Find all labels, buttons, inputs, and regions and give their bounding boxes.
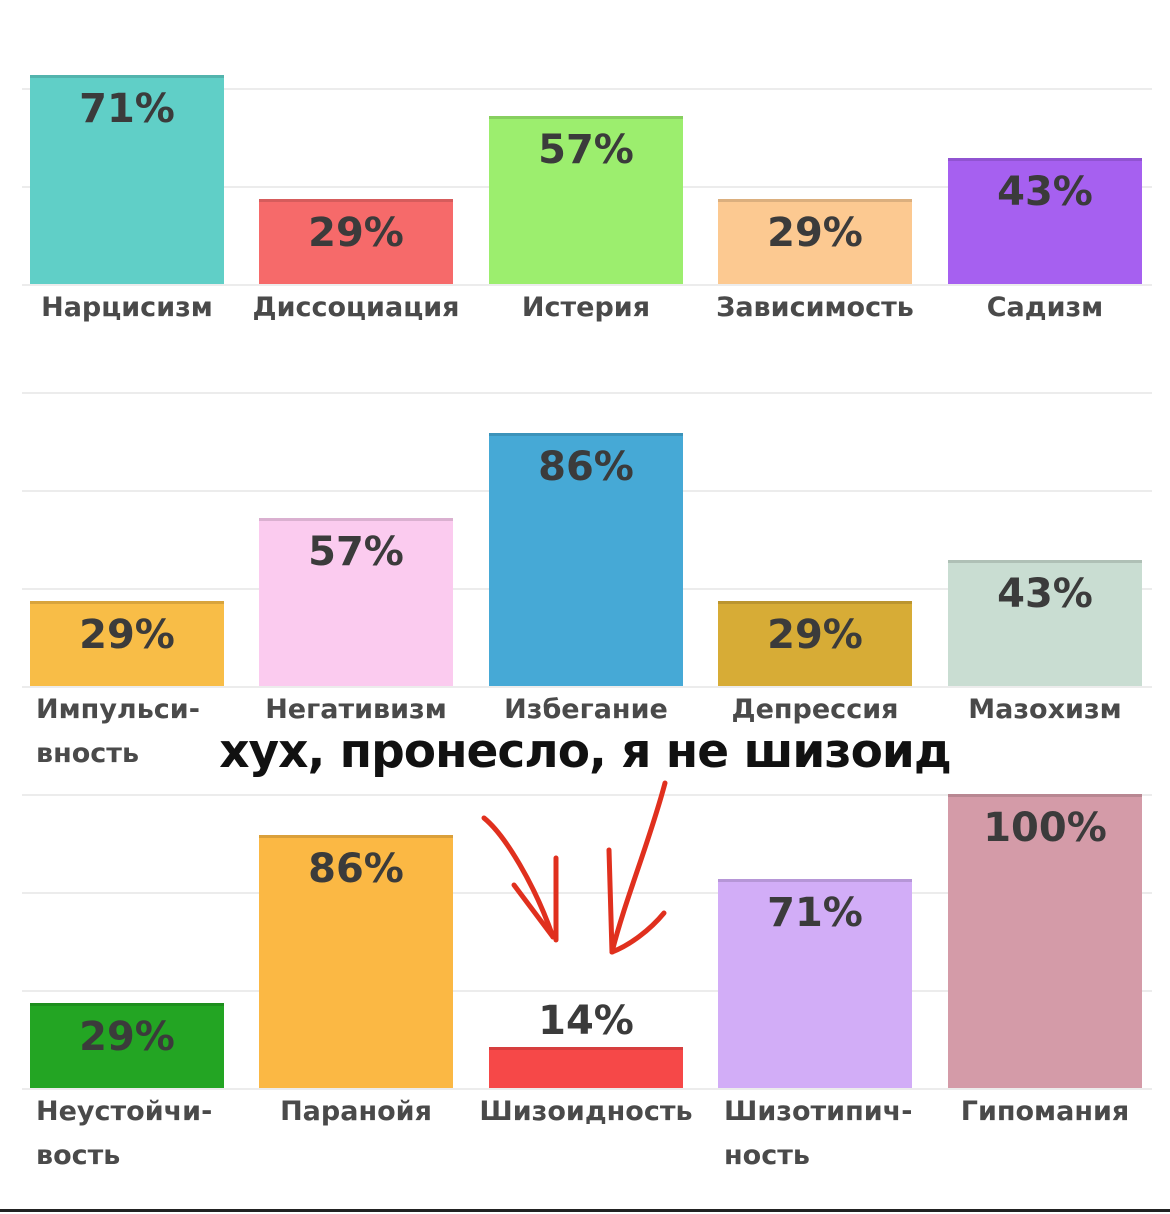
overlay-caption: хух, пронесло, я не шизоид xyxy=(219,724,952,779)
category-label: Избегание xyxy=(504,694,668,725)
bar-value-label: 29% xyxy=(79,1014,175,1060)
bottom-divider xyxy=(0,1209,1170,1212)
category-label: Шизотипич- ность xyxy=(724,1096,913,1171)
bar xyxy=(30,1003,224,1088)
category-label: Депрессия xyxy=(731,694,899,725)
bar xyxy=(948,560,1142,686)
category-label: Импульси- вность xyxy=(36,694,200,769)
category-label: Паранойя xyxy=(280,1096,432,1127)
bar-value-label: 29% xyxy=(308,210,404,256)
gridline xyxy=(22,686,1152,688)
bar-value-label: 29% xyxy=(79,612,175,658)
bar-value-label: 43% xyxy=(997,169,1093,215)
gridline xyxy=(22,284,1152,286)
bar-value-label: 71% xyxy=(79,86,175,132)
bar-value-label: 57% xyxy=(538,127,634,173)
category-label: Мазохизм xyxy=(968,694,1122,725)
bar-value-label: 100% xyxy=(983,805,1107,851)
gridline xyxy=(22,892,1152,894)
bar xyxy=(718,601,912,686)
bar xyxy=(489,116,683,284)
bar xyxy=(948,158,1142,284)
gridline xyxy=(22,88,1152,90)
bar-value-label: 86% xyxy=(538,444,634,490)
bar-value-label: 86% xyxy=(308,846,404,892)
bar-value-label: 14% xyxy=(538,998,634,1044)
bar-value-label: 29% xyxy=(767,210,863,256)
bar xyxy=(489,1047,683,1088)
gridline xyxy=(22,392,1152,394)
category-label: Истерия xyxy=(521,292,651,323)
bar-value-label: 71% xyxy=(767,890,863,936)
gridline xyxy=(22,990,1152,992)
gridline xyxy=(22,794,1152,796)
bar xyxy=(259,835,453,1088)
bar-value-label: 43% xyxy=(997,571,1093,617)
category-label: Гипомания xyxy=(960,1096,1130,1127)
bar xyxy=(259,518,453,686)
bar xyxy=(30,75,224,284)
category-label: Зависимость xyxy=(716,292,914,323)
bar-value-label: 29% xyxy=(767,612,863,658)
bar xyxy=(489,433,683,686)
bar xyxy=(718,879,912,1088)
category-label: Диссоциация xyxy=(252,292,460,323)
bar xyxy=(259,199,453,284)
category-label: Садизм xyxy=(986,292,1104,323)
category-label: Нарцисизм xyxy=(41,292,213,323)
category-label: Неустойчи- вость xyxy=(36,1096,213,1171)
bar-value-label: 57% xyxy=(308,529,404,575)
category-label: Шизоидность xyxy=(479,1096,693,1127)
gridline xyxy=(22,1088,1152,1090)
bar xyxy=(30,601,224,686)
bar xyxy=(948,794,1142,1088)
category-label: Негативизм xyxy=(265,694,447,725)
bar xyxy=(718,199,912,284)
